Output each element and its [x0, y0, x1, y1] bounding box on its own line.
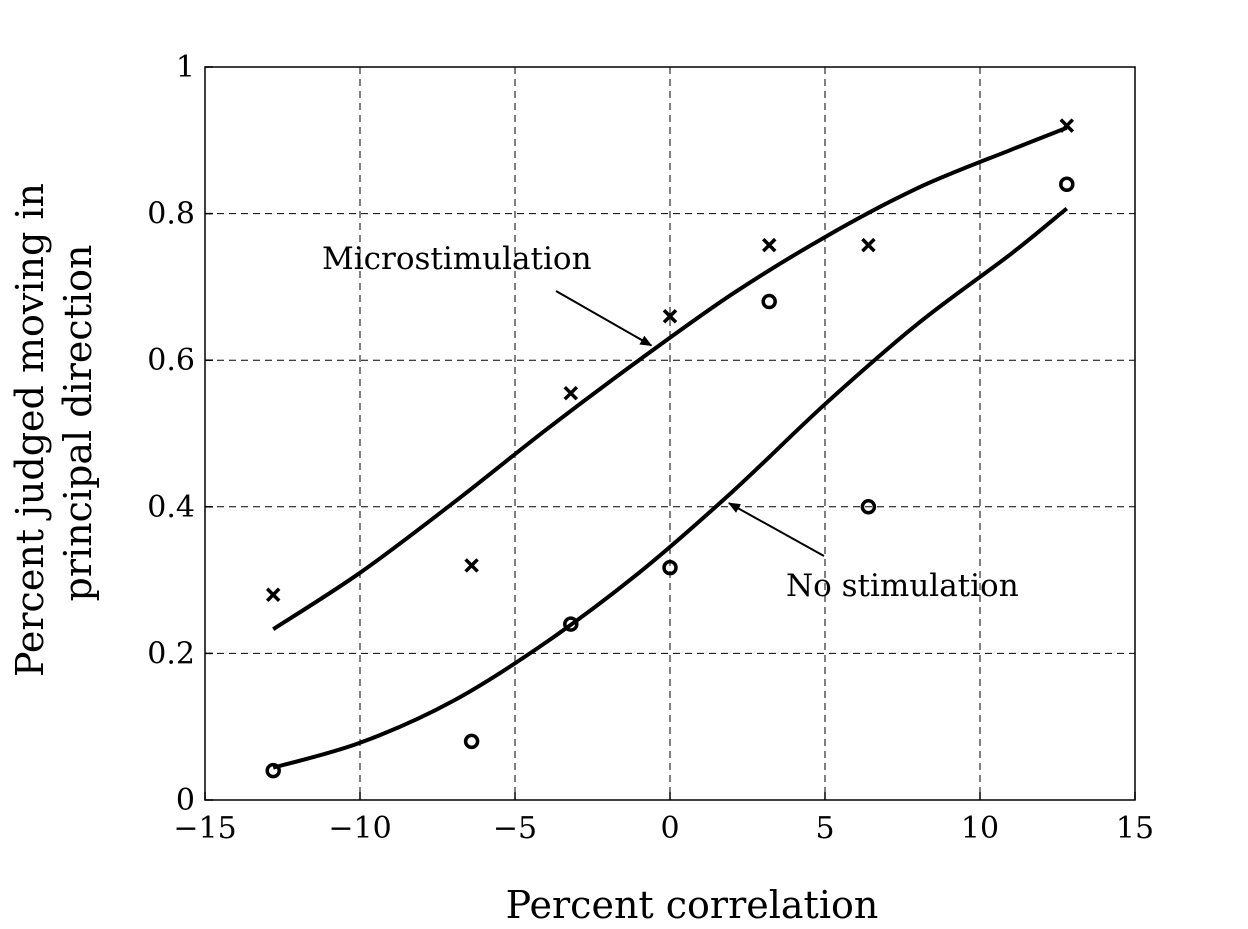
y-tick-label: 0.2: [147, 636, 195, 671]
y-tick-label: 0.4: [147, 490, 195, 525]
data-point-x-marker: [761, 237, 777, 253]
x-axis-label: Percent correlation: [506, 883, 879, 927]
y-axis-label-line-2: principal direction: [56, 245, 100, 602]
fit-curves: [272, 125, 1069, 770]
data-point-x-marker: [1059, 118, 1075, 133]
grid: [205, 67, 1135, 800]
data-point-o-marker: [463, 733, 480, 750]
x-tick-label: −15: [173, 811, 236, 846]
data-points: [265, 118, 1075, 779]
annotations: Microstimulation No stimulation: [322, 241, 1019, 604]
annotation-arrow-no-stimulation: [728, 502, 825, 557]
y-tick-label: 1: [176, 50, 195, 85]
annotation-label-microstimulation: Microstimulation: [322, 241, 592, 277]
x-tick-label: 0: [660, 811, 679, 846]
annotation-label-no-stimulation: No stimulation: [786, 568, 1019, 604]
y-tick-label: 0.8: [147, 197, 195, 232]
data-point-x-marker: [464, 558, 479, 573]
y-tick-label: 0: [176, 783, 195, 818]
y-axis-label-line-1: Percent judged moving in: [8, 183, 52, 677]
data-point-x-marker: [861, 237, 876, 253]
y-axis-label: Percent judged moving in principal direc…: [8, 183, 100, 677]
data-point-o-marker: [1059, 176, 1075, 193]
x-tick-label: −10: [328, 811, 391, 846]
data-point-o-marker: [860, 499, 877, 515]
x-tick-label: 5: [815, 811, 834, 846]
fit-curve-series-2: [272, 206, 1069, 770]
fit-curve-series-1: [272, 125, 1068, 631]
x-tick-label: 15: [1116, 811, 1154, 846]
annotation-arrow-microstimulation: [555, 290, 653, 347]
data-point-x-marker: [265, 587, 281, 602]
x-tick-label: 10: [961, 811, 999, 846]
y-tick-label: 0.6: [147, 343, 195, 378]
data-point-o-marker: [662, 559, 678, 576]
tick-labels: −15 −10 −5 0 5 10 15 0 0.2 0.4 0.6 0.8 1: [147, 50, 1154, 846]
data-point-x-marker: [563, 385, 579, 401]
data-point-o-marker: [761, 293, 777, 310]
data-point-o-marker: [265, 762, 281, 779]
data-point-x-marker: [662, 308, 678, 324]
x-tick-label: −5: [493, 811, 537, 846]
data-point-o-marker: [563, 616, 579, 632]
